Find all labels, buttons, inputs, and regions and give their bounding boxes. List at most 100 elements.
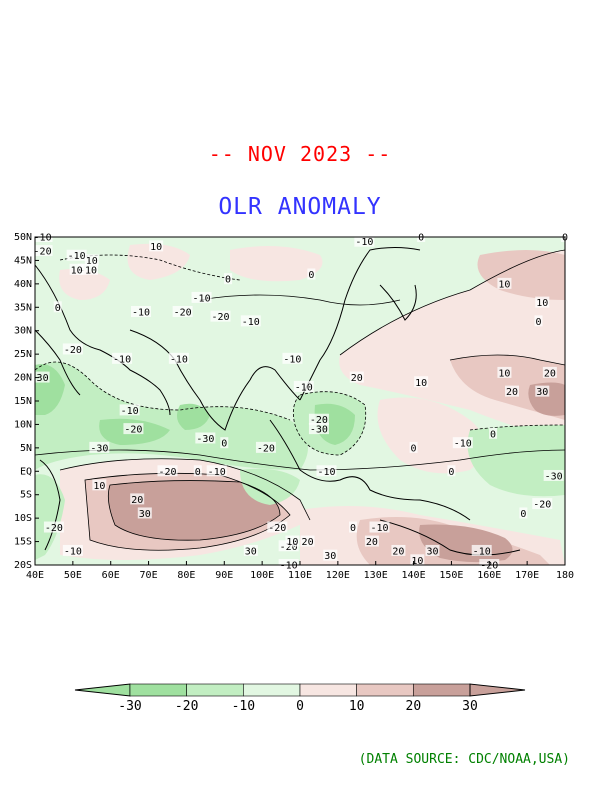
lon-tick-label: 160E xyxy=(477,570,501,581)
contour-label-bg xyxy=(497,277,512,289)
contour-neg-north xyxy=(59,254,241,281)
contour-label: 10 xyxy=(498,368,510,379)
lon-tick-label: 50E xyxy=(64,570,82,581)
contour-label: -10 xyxy=(370,523,388,534)
lon-tick-label: 100E xyxy=(250,570,274,581)
latitude-ticks: 50N 45N 40N 35N 30N 25N 20N 15N 10N 5N EQ 5S 10S 15S 2… xyxy=(14,232,39,571)
contour-label-bg xyxy=(137,507,152,519)
lat-tick-label: 25N xyxy=(14,349,32,360)
contour-label-bg xyxy=(349,521,357,533)
indian-ocean-positive-30 xyxy=(108,480,280,541)
contour-label: -20 xyxy=(174,307,192,318)
contour-label-bg xyxy=(535,385,550,397)
colorbar-segment xyxy=(356,683,414,697)
contour-label-bg xyxy=(369,521,390,533)
contour-label-bg xyxy=(66,249,87,261)
lat-tick-label: 15N xyxy=(14,396,32,407)
indonesia-coast xyxy=(269,419,471,521)
contour-label: 20 xyxy=(392,546,404,557)
contour-label: 0 xyxy=(535,317,541,328)
lat-tick-label: 50N xyxy=(14,232,32,243)
contour-label-bg xyxy=(447,465,456,477)
contour-label: -10 xyxy=(295,382,313,393)
contour-label: -30 xyxy=(545,471,563,482)
lat-tick-label: 10S xyxy=(14,513,32,524)
contour-label: -10 xyxy=(132,307,150,318)
contour-label: -20 xyxy=(211,312,229,323)
contour-label-bg xyxy=(349,371,364,383)
lat-tick-label: 5N xyxy=(20,443,32,454)
contour-label-bg xyxy=(92,479,107,491)
africa-coast xyxy=(39,459,61,551)
lon-tick-label: 180 xyxy=(556,570,574,581)
contour-label-bg xyxy=(84,254,99,266)
contour-label: 0 xyxy=(448,467,454,478)
colorbar-label: -30 xyxy=(118,699,141,714)
map-field xyxy=(35,237,565,565)
contour-label: -10 xyxy=(208,467,226,478)
contour-label-bg xyxy=(224,273,233,285)
contour-label-bg xyxy=(193,465,202,477)
contour-label-bg xyxy=(293,380,314,392)
colorbar-label: -10 xyxy=(232,699,255,714)
contour-label-bg xyxy=(195,432,216,444)
contour-label-bg xyxy=(89,441,110,453)
contour-label-bg xyxy=(282,352,303,364)
contour-label-bg xyxy=(206,465,227,477)
contour-label-bg xyxy=(534,315,543,327)
contour-label: -30 xyxy=(196,434,214,445)
contour-label: -10 xyxy=(121,406,139,417)
contour-label: 10 xyxy=(93,481,105,492)
contour-label-bg xyxy=(543,469,564,481)
contour-label-bg xyxy=(308,413,329,425)
contour-label: -20 xyxy=(64,345,82,356)
contour-label: 10 xyxy=(415,378,427,389)
contour-label: 0 xyxy=(350,523,356,534)
contour-label: 20 xyxy=(366,537,378,548)
contour-label: 0 xyxy=(490,429,496,440)
contour-label: 10 xyxy=(150,242,162,253)
new-guinea-coast xyxy=(379,519,521,556)
contour-label-bg xyxy=(172,305,193,317)
central-asia-positive-10 xyxy=(127,243,190,280)
contour-label: 0 xyxy=(308,270,314,281)
contour-label-bg xyxy=(69,263,84,275)
contour-label: 0 xyxy=(195,467,201,478)
colorbar-label: 20 xyxy=(406,699,422,714)
contour-label: -10 xyxy=(454,439,472,450)
colorbar-segment xyxy=(299,683,357,697)
contour-label: -10 xyxy=(113,354,131,365)
colorbar-label: 0 xyxy=(296,699,304,714)
colorbar-segment xyxy=(186,683,244,697)
contour-label: 0 xyxy=(411,443,417,454)
contour-label: -20 xyxy=(124,425,142,436)
contour-label-bg xyxy=(191,291,212,303)
contour-label: -20 xyxy=(34,247,52,258)
data-source: (DATA SOURCE: CDC/NOAA,USA) xyxy=(358,752,570,767)
lat-tick-label: 10N xyxy=(14,419,32,430)
contour-label: -20 xyxy=(45,523,63,534)
contour-label: -10 xyxy=(283,354,301,365)
contour-label: 30 xyxy=(139,509,151,520)
mongolia-positive xyxy=(230,246,323,282)
lon-tick-label: 90E xyxy=(215,570,233,581)
lon-tick-label: 170E xyxy=(515,570,539,581)
lat-tick-label: 20S xyxy=(14,560,32,571)
contour-label: -10 xyxy=(68,251,86,262)
contour-label-bg xyxy=(497,366,512,378)
contour-label: -10 xyxy=(34,233,52,244)
contour-10 xyxy=(59,458,311,521)
contour-label-bg xyxy=(425,544,440,556)
colorbar-label: 10 xyxy=(349,699,365,714)
sumatra-negative-20 xyxy=(240,468,300,505)
contour-label-bg xyxy=(409,441,418,453)
contour-label: -10 xyxy=(193,293,211,304)
map-date-title: -- NOV 2023 -- xyxy=(208,142,392,166)
lat-tick-label: 35N xyxy=(14,302,32,313)
contour-label: 10 xyxy=(286,537,298,548)
lon-tick-label: 40E xyxy=(26,570,44,581)
contour-label-bg xyxy=(78,263,98,275)
colorbar-label: 30 xyxy=(462,699,478,714)
contour-label-bg xyxy=(542,366,557,378)
contour-label: -30 xyxy=(310,425,328,436)
